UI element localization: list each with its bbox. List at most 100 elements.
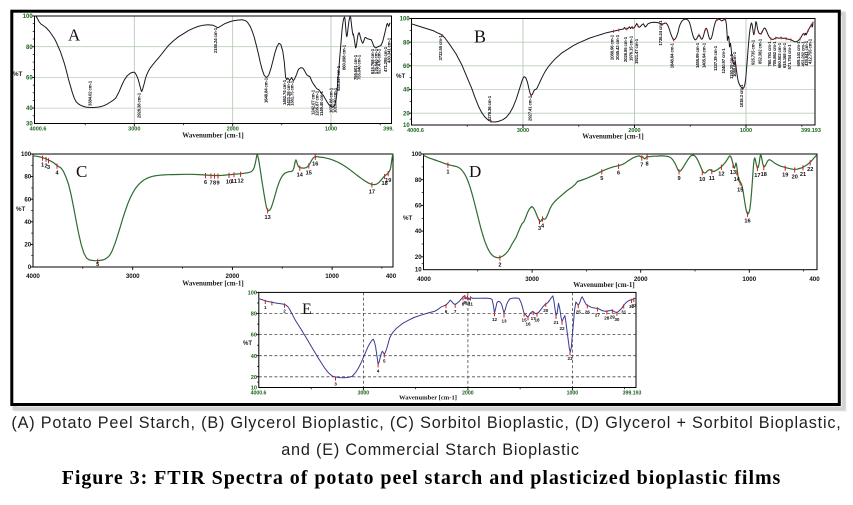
svg-text:60: 60 bbox=[251, 333, 257, 339]
svg-text:40: 40 bbox=[403, 88, 410, 94]
svg-text:11: 11 bbox=[468, 302, 473, 307]
svg-text:2928.38 cm-1: 2928.38 cm-1 bbox=[137, 92, 142, 118]
svg-text:Wavenumber [cm-1]: Wavenumber [cm-1] bbox=[399, 395, 457, 402]
svg-text:20: 20 bbox=[792, 174, 798, 180]
svg-text:22: 22 bbox=[559, 326, 565, 331]
svg-text:3000: 3000 bbox=[517, 128, 529, 134]
svg-text:80: 80 bbox=[26, 45, 33, 51]
svg-text:1736.24 cm-1: 1736.24 cm-1 bbox=[658, 20, 663, 46]
svg-text:3000: 3000 bbox=[126, 273, 140, 280]
svg-text:40: 40 bbox=[26, 106, 33, 112]
svg-text:10: 10 bbox=[415, 267, 422, 274]
svg-text:527.476 cm-1: 527.476 cm-1 bbox=[377, 48, 382, 74]
svg-text:1078.88 cm-1: 1078.88 cm-1 bbox=[329, 87, 334, 113]
svg-text:33: 33 bbox=[631, 303, 637, 308]
svg-text:15: 15 bbox=[522, 318, 528, 323]
svg-text:17: 17 bbox=[754, 173, 760, 179]
svg-text:12: 12 bbox=[492, 317, 498, 322]
svg-text:3: 3 bbox=[538, 226, 541, 232]
svg-text:3732.55 cm-1: 3732.55 cm-1 bbox=[438, 35, 443, 61]
svg-text:60: 60 bbox=[24, 196, 31, 203]
svg-text:27: 27 bbox=[595, 312, 601, 317]
svg-text:471.295 cm-1: 471.295 cm-1 bbox=[383, 46, 388, 72]
svg-text:100: 100 bbox=[23, 14, 34, 20]
svg-text:26: 26 bbox=[585, 310, 591, 315]
svg-text:2000: 2000 bbox=[227, 127, 239, 133]
svg-text:6: 6 bbox=[204, 180, 207, 186]
svg-text:17: 17 bbox=[531, 316, 537, 321]
svg-text:1242.07 cm-1: 1242.07 cm-1 bbox=[311, 89, 316, 115]
svg-text:576.643 cm-1: 576.643 cm-1 bbox=[373, 48, 378, 74]
svg-text:11: 11 bbox=[709, 176, 715, 182]
svg-text:3384.02 cm-1: 3384.02 cm-1 bbox=[88, 80, 93, 106]
svg-text:3278.36 cm-1: 3278.36 cm-1 bbox=[487, 95, 492, 121]
svg-text:1455.99 cm-1: 1455.99 cm-1 bbox=[695, 42, 700, 68]
svg-text:17: 17 bbox=[369, 189, 375, 195]
svg-text:852.382 cm-1: 852.382 cm-1 bbox=[758, 38, 763, 64]
svg-text:2088.96 cm-1: 2088.96 cm-1 bbox=[610, 34, 615, 60]
svg-text:8: 8 bbox=[462, 301, 465, 306]
svg-text:4000: 4000 bbox=[417, 276, 431, 283]
svg-text:1976.15 cm-1: 1976.15 cm-1 bbox=[628, 35, 633, 61]
svg-text:430.341 cm-1: 430.341 cm-1 bbox=[386, 37, 391, 63]
svg-text:399.: 399. bbox=[383, 127, 394, 133]
svg-text:16: 16 bbox=[312, 162, 318, 168]
svg-text:32: 32 bbox=[629, 304, 635, 309]
svg-text:16: 16 bbox=[744, 219, 750, 225]
svg-text:399.193: 399.193 bbox=[801, 128, 821, 134]
svg-text:10: 10 bbox=[251, 386, 257, 392]
svg-text:2: 2 bbox=[283, 309, 286, 314]
svg-text:925.735 cm-1: 925.735 cm-1 bbox=[751, 39, 756, 65]
svg-text:60: 60 bbox=[26, 76, 33, 82]
svg-text:8: 8 bbox=[213, 181, 216, 187]
svg-text:1: 1 bbox=[41, 163, 44, 169]
svg-text:1205.87 cm-1: 1205.87 cm-1 bbox=[315, 90, 320, 116]
svg-text:80: 80 bbox=[251, 312, 257, 318]
svg-text:3000: 3000 bbox=[128, 127, 140, 133]
svg-text:8: 8 bbox=[646, 162, 649, 168]
svg-text:4000.6: 4000.6 bbox=[30, 127, 47, 133]
svg-text:13: 13 bbox=[730, 170, 736, 176]
svg-text:399.193: 399.193 bbox=[623, 391, 642, 397]
svg-text:60: 60 bbox=[415, 203, 422, 210]
svg-text:Wavenumber [cm-1]: Wavenumber [cm-1] bbox=[182, 132, 244, 140]
svg-text:4: 4 bbox=[55, 171, 59, 177]
svg-text:6: 6 bbox=[617, 171, 620, 177]
svg-text:B: B bbox=[474, 26, 486, 46]
svg-text:Wavenumber [cm-1]: Wavenumber [cm-1] bbox=[573, 281, 635, 289]
svg-text:22: 22 bbox=[807, 167, 813, 173]
svg-text:20: 20 bbox=[403, 111, 410, 117]
svg-text:2026.85 cm-1: 2026.85 cm-1 bbox=[623, 36, 628, 62]
svg-text:9: 9 bbox=[464, 300, 467, 305]
svg-text:E: E bbox=[302, 301, 312, 318]
svg-text:615.168 cm-1: 615.168 cm-1 bbox=[782, 42, 787, 68]
svg-text:1000: 1000 bbox=[740, 128, 752, 134]
svg-text:1462.74 cm-1: 1462.74 cm-1 bbox=[282, 79, 287, 105]
svg-text:1648.84 cm-1: 1648.84 cm-1 bbox=[670, 42, 675, 68]
svg-text:2150.24 cm-1: 2150.24 cm-1 bbox=[213, 27, 218, 53]
svg-text:400: 400 bbox=[809, 276, 820, 283]
svg-text:A: A bbox=[68, 26, 81, 45]
svg-text:412.755 cm-1: 412.755 cm-1 bbox=[808, 38, 813, 64]
svg-text:1337.39 cm-1: 1337.39 cm-1 bbox=[713, 45, 718, 71]
svg-text:%T: %T bbox=[16, 206, 26, 213]
svg-text:6: 6 bbox=[445, 309, 448, 314]
svg-text:20: 20 bbox=[24, 242, 31, 249]
svg-text:4000.6: 4000.6 bbox=[251, 391, 267, 397]
svg-text:1149.40 cm-1: 1149.40 cm-1 bbox=[319, 91, 324, 116]
svg-text:100: 100 bbox=[412, 151, 423, 158]
svg-text:Wavenumber [cm-1]: Wavenumber [cm-1] bbox=[582, 133, 644, 141]
svg-text:18: 18 bbox=[381, 181, 387, 187]
svg-text:18: 18 bbox=[761, 172, 767, 178]
svg-text:25: 25 bbox=[576, 309, 582, 314]
svg-text:1000: 1000 bbox=[567, 391, 579, 397]
svg-text:1: 1 bbox=[446, 170, 449, 176]
svg-text:571.754 cm-1: 571.754 cm-1 bbox=[787, 44, 792, 70]
svg-text:2000: 2000 bbox=[462, 391, 474, 397]
svg-text:12: 12 bbox=[718, 172, 724, 178]
svg-text:20: 20 bbox=[251, 375, 257, 381]
svg-text:3: 3 bbox=[334, 382, 337, 387]
svg-text:755.040 cm-1: 755.040 cm-1 bbox=[357, 54, 362, 80]
svg-text:1921.47 cm-1: 1921.47 cm-1 bbox=[634, 38, 639, 64]
svg-text:765.601 cm-1: 765.601 cm-1 bbox=[353, 54, 358, 80]
